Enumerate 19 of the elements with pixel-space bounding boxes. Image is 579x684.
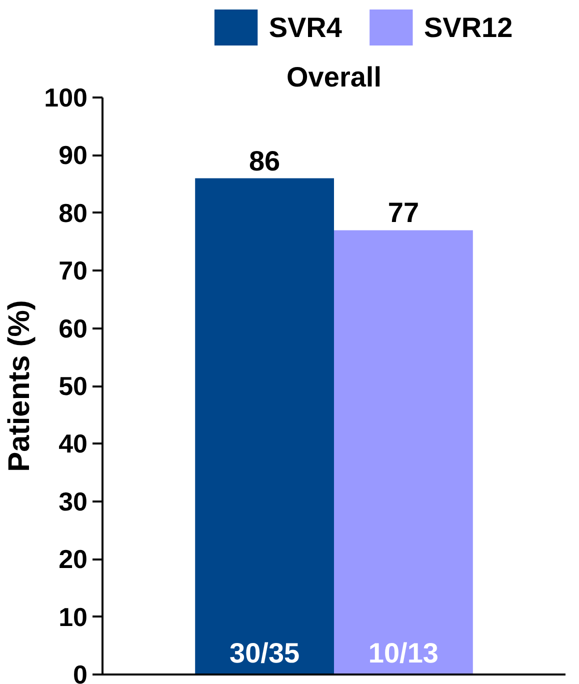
y-tick-label: 90 <box>58 140 88 170</box>
y-axis-title: Patients (%) <box>3 300 36 472</box>
y-tick-label: 70 <box>58 256 88 286</box>
y-tick-label: 80 <box>58 198 88 228</box>
legend-label: SVR4 <box>268 12 342 43</box>
data-label: 86 <box>248 145 280 176</box>
y-tick-label: 30 <box>58 486 88 516</box>
chart-title: Overall <box>286 62 382 92</box>
y-tick-label: 10 <box>58 602 88 632</box>
y-tick-label: 50 <box>58 371 88 401</box>
annotation: 10/13 <box>368 638 438 668</box>
annotation: 30/35 <box>230 638 300 668</box>
legend-label: SVR12 <box>424 12 513 43</box>
y-tick-label: 100 <box>44 82 88 112</box>
y-tick-label: 0 <box>73 660 88 684</box>
y-tick-label: 20 <box>58 544 88 574</box>
data-label: 77 <box>388 197 420 228</box>
y-tick-label: 60 <box>58 313 88 344</box>
y-tick-label: 40 <box>58 428 88 459</box>
